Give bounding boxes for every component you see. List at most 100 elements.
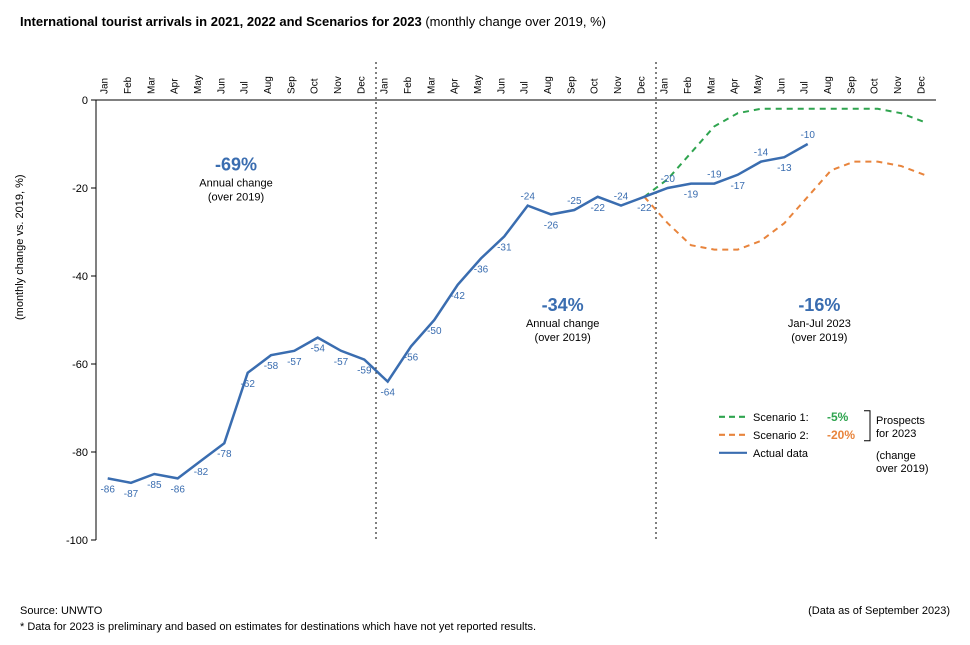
- svg-text:-34%: -34%: [542, 295, 584, 315]
- svg-text:Scenario 2:: Scenario 2:: [753, 430, 809, 442]
- svg-text:-36: -36: [474, 264, 489, 275]
- svg-text:May: May: [193, 75, 204, 94]
- svg-text:-60: -60: [72, 359, 88, 371]
- svg-text:-87: -87: [124, 489, 139, 500]
- svg-text:Jan: Jan: [380, 78, 391, 94]
- svg-text:-85: -85: [147, 480, 162, 491]
- svg-text:-24: -24: [520, 192, 535, 203]
- svg-text:-22: -22: [590, 203, 605, 214]
- svg-text:Apr: Apr: [170, 78, 181, 94]
- svg-text:May: May: [753, 75, 764, 94]
- svg-text:-56: -56: [404, 352, 419, 363]
- svg-text:-78: -78: [217, 449, 232, 460]
- svg-text:Jul: Jul: [800, 81, 811, 94]
- svg-text:Oct: Oct: [870, 78, 881, 94]
- svg-text:-50: -50: [427, 326, 442, 337]
- svg-text:-24: -24: [614, 192, 629, 203]
- svg-text:-59: -59: [357, 366, 372, 377]
- title-bold: International tourist arrivals in 2021, …: [20, 14, 422, 29]
- svg-text:Dec: Dec: [916, 76, 927, 94]
- line-chart: -100 -80 -60 -40 -20 0 Jan Feb Mar Apr May Jun Jul Au…: [56, 60, 946, 570]
- svg-text:(over 2019): (over 2019): [791, 332, 847, 344]
- svg-text:-100: -100: [66, 535, 88, 547]
- svg-text:(over 2019): (over 2019): [535, 332, 591, 344]
- svg-text:-17: -17: [730, 181, 745, 192]
- svg-text:-14: -14: [754, 148, 769, 159]
- svg-text:Aug: Aug: [263, 76, 274, 94]
- svg-text:Nov: Nov: [613, 76, 624, 94]
- svg-text:Jun: Jun: [216, 78, 227, 94]
- svg-text:Apr: Apr: [450, 78, 461, 94]
- svg-text:-10: -10: [800, 130, 815, 141]
- footer-date: (Data as of September 2023): [808, 605, 950, 617]
- svg-text:-22: -22: [637, 203, 652, 214]
- svg-text:Aug: Aug: [543, 76, 554, 94]
- svg-text:Jul: Jul: [520, 81, 531, 94]
- footer-source: Source: UNWTO: [20, 605, 102, 617]
- svg-text:Mar: Mar: [706, 76, 717, 94]
- svg-text:-31: -31: [497, 242, 512, 253]
- svg-text:Jun: Jun: [496, 78, 507, 94]
- svg-text:May: May: [473, 75, 484, 94]
- svg-text:(change: (change: [876, 450, 916, 462]
- svg-text:for 2023: for 2023: [876, 428, 916, 440]
- svg-text:Jan-Jul 2023: Jan-Jul 2023: [788, 318, 851, 330]
- svg-text:-54: -54: [310, 344, 325, 355]
- svg-text:Jun: Jun: [776, 78, 787, 94]
- svg-text:-19: -19: [684, 190, 699, 201]
- svg-text:Mar: Mar: [426, 76, 437, 94]
- svg-text:-25: -25: [567, 196, 582, 207]
- svg-text:Annual change: Annual change: [199, 177, 272, 189]
- svg-text:-82: -82: [194, 467, 209, 478]
- svg-text:Jan: Jan: [100, 78, 111, 94]
- svg-text:(over 2019): (over 2019): [208, 191, 264, 203]
- svg-text:-62: -62: [240, 379, 255, 390]
- svg-text:-20%: -20%: [827, 428, 855, 442]
- footer-note: * Data for 2023 is preliminary and based…: [20, 621, 536, 633]
- svg-text:Nov: Nov: [333, 76, 344, 94]
- svg-text:Sep: Sep: [286, 76, 297, 94]
- svg-text:-13: -13: [777, 163, 792, 174]
- svg-text:Nov: Nov: [893, 76, 904, 94]
- svg-text:-58: -58: [264, 361, 279, 372]
- svg-text:-40: -40: [72, 271, 88, 283]
- y-axis-label: (monthly change vs. 2019, %): [14, 174, 26, 320]
- svg-text:-20: -20: [660, 174, 675, 185]
- svg-text:over 2019): over 2019): [876, 463, 929, 475]
- svg-text:Prospects: Prospects: [876, 415, 925, 427]
- title-rest: (monthly change over 2019, %): [422, 14, 606, 29]
- svg-text:-26: -26: [544, 220, 559, 231]
- svg-text:Feb: Feb: [403, 76, 414, 94]
- svg-text:-80: -80: [72, 447, 88, 459]
- svg-text:-5%: -5%: [827, 410, 849, 424]
- svg-text:-64: -64: [380, 388, 395, 399]
- svg-text:Sep: Sep: [846, 76, 857, 94]
- svg-text:Apr: Apr: [730, 78, 741, 94]
- svg-text:Oct: Oct: [310, 78, 321, 94]
- svg-text:-57: -57: [287, 357, 302, 368]
- svg-text:Actual data: Actual data: [753, 448, 809, 460]
- svg-text:Mar: Mar: [146, 76, 157, 94]
- chart-title: International tourist arrivals in 2021, …: [20, 14, 606, 29]
- svg-text:Oct: Oct: [590, 78, 601, 94]
- svg-text:Jul: Jul: [240, 81, 251, 94]
- svg-text:Feb: Feb: [123, 76, 134, 94]
- svg-text:-20: -20: [72, 183, 88, 195]
- svg-text:Aug: Aug: [823, 76, 834, 94]
- svg-text:Scenario 1:: Scenario 1:: [753, 412, 809, 424]
- svg-text:-42: -42: [450, 291, 465, 302]
- svg-text:-86: -86: [100, 484, 115, 495]
- svg-text:-19: -19: [707, 170, 722, 181]
- chart-area: -100 -80 -60 -40 -20 0 Jan Feb Mar Apr May Jun Jul Au…: [56, 60, 946, 570]
- svg-text:-69%: -69%: [215, 154, 257, 174]
- svg-text:Feb: Feb: [683, 76, 694, 94]
- svg-text:Annual change: Annual change: [526, 318, 599, 330]
- svg-text:-86: -86: [170, 484, 185, 495]
- svg-text:Sep: Sep: [566, 76, 577, 94]
- svg-text:0: 0: [82, 95, 88, 107]
- svg-text:Dec: Dec: [356, 76, 367, 94]
- svg-text:-57: -57: [334, 357, 349, 368]
- svg-text:Jan: Jan: [660, 78, 671, 94]
- svg-text:-16%: -16%: [798, 295, 840, 315]
- svg-text:Dec: Dec: [636, 76, 647, 94]
